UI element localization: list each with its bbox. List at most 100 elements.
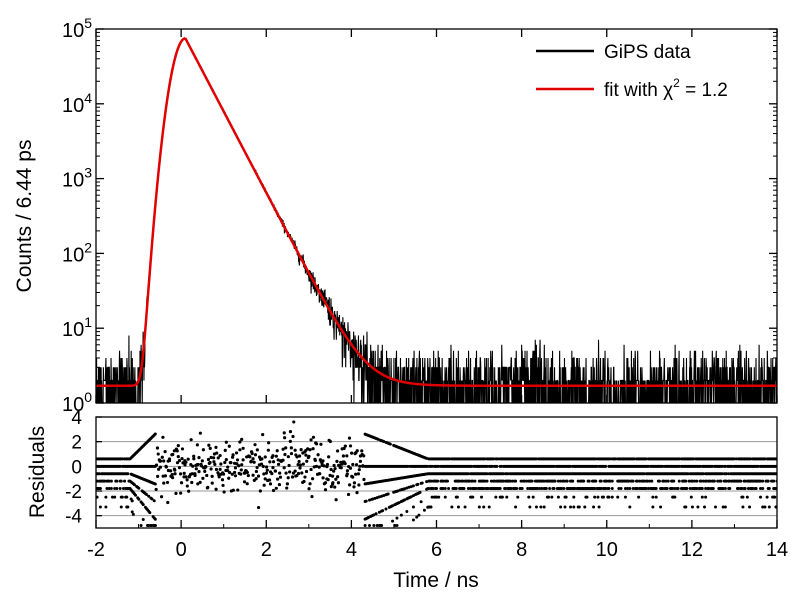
residual-point	[704, 495, 708, 499]
residual-point	[267, 441, 271, 445]
residual-point	[163, 449, 167, 454]
residual-point	[721, 487, 725, 491]
residual-point	[304, 469, 309, 474]
residual-point	[642, 479, 646, 483]
y-tick-base: 10	[62, 244, 84, 266]
residual-point	[210, 474, 214, 478]
residual-point	[712, 479, 716, 483]
residual-point	[290, 475, 295, 479]
residual-point	[467, 479, 471, 483]
residual-point	[355, 491, 359, 495]
residual-point	[522, 479, 526, 483]
residual-point	[105, 487, 109, 491]
residual-point	[632, 457, 636, 461]
y-tick-exponent: 1	[84, 314, 92, 330]
residual-point	[564, 495, 568, 499]
residual-point	[311, 447, 315, 451]
residual-point	[559, 505, 563, 509]
x-tick-label: 12	[681, 539, 703, 561]
x-tick-label: 2	[261, 539, 272, 561]
residual-point	[388, 442, 392, 446]
residual-point	[191, 464, 195, 468]
residual-point	[167, 457, 172, 461]
residual-point	[235, 462, 239, 466]
residual-point	[308, 448, 312, 452]
residual-point	[227, 476, 231, 480]
residual-point	[162, 459, 166, 463]
residual-point	[233, 466, 238, 470]
residual-point	[556, 479, 560, 483]
residual-point	[307, 454, 311, 458]
residual-point	[331, 481, 335, 485]
residual-point	[406, 464, 410, 468]
y-tick-exponent: 0	[84, 389, 92, 405]
residual-point	[329, 485, 333, 489]
residual-point	[450, 505, 454, 509]
residual-point	[559, 479, 563, 483]
residual-point	[220, 478, 225, 482]
residual-point	[120, 495, 124, 499]
residual-point	[345, 454, 349, 458]
residual-point	[263, 477, 267, 481]
residual-point	[333, 485, 337, 489]
residual-point	[211, 456, 216, 460]
residual-point	[437, 495, 441, 499]
residual-point	[411, 484, 415, 488]
residual-point	[263, 455, 267, 459]
residual-point	[148, 511, 152, 515]
residual-point	[571, 479, 575, 483]
y-tick-exponent: 3	[84, 165, 92, 181]
residual-point	[115, 479, 119, 483]
residual-point	[430, 464, 434, 468]
residual-point	[296, 462, 300, 467]
residual-point	[601, 495, 605, 499]
residual-point	[214, 445, 218, 449]
residual-point	[443, 495, 447, 499]
legend-fit-chi: χ	[663, 80, 673, 101]
residual-point	[241, 446, 245, 450]
residual-point	[231, 453, 235, 457]
residual-point	[198, 431, 202, 435]
residual-point	[617, 487, 621, 491]
residual-point	[701, 479, 705, 483]
residual-point	[284, 446, 288, 450]
residual-point	[249, 450, 254, 454]
residual-point	[275, 449, 279, 453]
residual-point	[285, 482, 289, 486]
residual-point	[573, 487, 577, 491]
x-tick-label: 6	[431, 539, 442, 561]
residual-point	[435, 495, 438, 499]
residual-point	[276, 462, 281, 466]
residual-point	[470, 464, 474, 468]
residual-point	[437, 464, 441, 468]
residual-point	[203, 469, 207, 474]
residual-point	[262, 483, 266, 487]
residual-point	[281, 458, 285, 462]
residual-point	[608, 479, 612, 483]
residual-point	[160, 455, 164, 459]
residual-point	[153, 517, 157, 521]
residual-point	[628, 505, 632, 509]
residual-point	[466, 487, 470, 491]
residual-point	[443, 487, 447, 491]
residual-point	[314, 464, 319, 468]
residual-point	[358, 464, 362, 468]
residual-point	[239, 472, 243, 476]
residual-point	[109, 487, 113, 491]
residual-point	[307, 487, 311, 491]
residual-point	[689, 495, 693, 499]
residual-point	[286, 476, 290, 480]
x-tick-label: 10	[596, 539, 618, 561]
residual-point	[456, 505, 460, 509]
residual-point	[219, 462, 223, 466]
residual-point	[636, 487, 640, 491]
residual-point	[284, 471, 288, 475]
residual-y-ticks: 4 2 0 -2 -4	[65, 408, 102, 528]
residual-y-tick-label: 2	[71, 433, 82, 454]
residual-point	[178, 472, 183, 476]
residual-point	[274, 454, 278, 458]
residual-point	[194, 467, 198, 471]
residual-point	[177, 459, 182, 463]
residual-point	[350, 451, 354, 455]
residual-point	[236, 488, 240, 492]
